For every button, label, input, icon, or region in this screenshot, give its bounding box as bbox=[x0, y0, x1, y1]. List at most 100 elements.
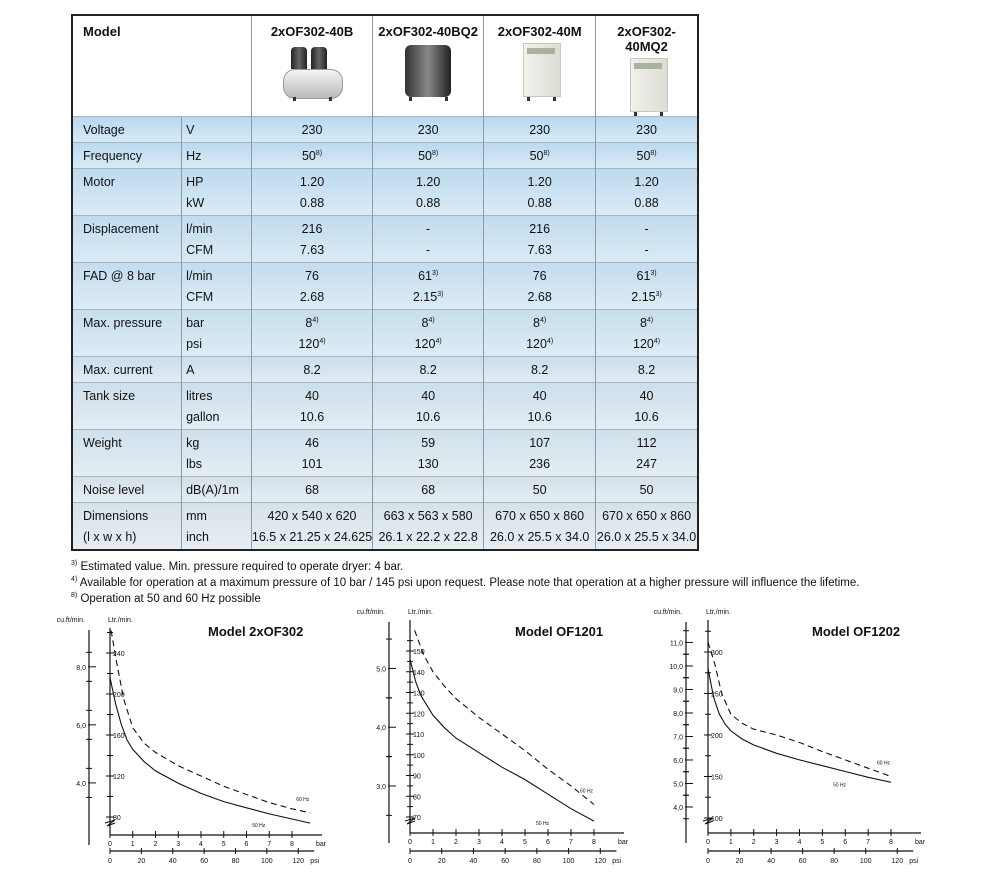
value-cell-text: 84) bbox=[252, 313, 372, 334]
bar-tick-label: 6 bbox=[546, 839, 550, 846]
value-cell-text: 46 bbox=[305, 436, 319, 450]
table-row: Weight kg 46 59 107 112 bbox=[72, 429, 698, 454]
model-name: 2xOF302-40B bbox=[270, 24, 354, 39]
model-column: 2xOF302-40M bbox=[483, 15, 596, 117]
y-axis-label-ltr: Ltr./min. bbox=[108, 617, 133, 624]
psi-tick-label: 40 bbox=[767, 858, 775, 865]
row-unit: litres bbox=[181, 382, 252, 407]
y-axis-label-cuft: cu.ft/min. bbox=[357, 609, 385, 616]
ltr-tick-label: 120 bbox=[413, 711, 425, 718]
value: 8 bbox=[421, 316, 429, 330]
cuft-tick-label: 11,0 bbox=[670, 640, 683, 647]
bar-tick-label: 6 bbox=[843, 839, 847, 846]
value-cell: 7.63 bbox=[250, 240, 373, 263]
series-label: 60 Hz bbox=[580, 789, 594, 795]
value-cell: 1204) bbox=[483, 334, 596, 357]
value-cell-text: 216 bbox=[301, 222, 323, 236]
bar-tick-label: 3 bbox=[176, 841, 180, 848]
axis-break-icon bbox=[104, 819, 116, 827]
table-row: Frequency Hz 508) 508) 508) 508) bbox=[72, 142, 698, 169]
value-cell-text: 0.88 bbox=[299, 196, 325, 210]
psi-tick-label: 100 bbox=[563, 858, 575, 865]
value-cell: 1204) bbox=[250, 334, 373, 357]
value-cell: 0.88 bbox=[595, 193, 698, 216]
value-cell-text: 50 bbox=[532, 483, 547, 497]
row-unit: bar bbox=[181, 309, 252, 334]
series-line-50hz bbox=[707, 668, 892, 783]
value-cell: 230 bbox=[483, 116, 596, 143]
value-cell-text: 40 bbox=[639, 389, 654, 403]
row-label-text: (l x w x h) bbox=[83, 530, 137, 544]
row-label-text: Dimensions bbox=[83, 509, 149, 523]
row-unit: HP bbox=[181, 168, 252, 193]
psi-tick-label: 0 bbox=[108, 858, 112, 865]
ltr-tick-label: 70 bbox=[413, 815, 421, 822]
value: 8 bbox=[639, 316, 647, 330]
bar-tick-label: 1 bbox=[431, 839, 435, 846]
value-cell: 230 bbox=[372, 116, 484, 143]
value-cell-text: 1.20 bbox=[299, 175, 325, 189]
psi-tick-label: 40 bbox=[169, 858, 177, 865]
value-cell: 1.20 bbox=[483, 168, 596, 193]
row-unit-text: psi bbox=[186, 337, 203, 351]
cuft-tick-label: 9,0 bbox=[673, 687, 683, 694]
bar-tick-label: 2 bbox=[454, 839, 458, 846]
cuft-tick-label: 8,0 bbox=[673, 711, 683, 718]
value-cell: 46 bbox=[250, 429, 373, 454]
row-unit-text: CFM bbox=[186, 243, 214, 257]
row-unit: kg bbox=[181, 429, 252, 454]
table-row: CFM 7.63 - 7.63 - bbox=[72, 240, 698, 263]
psi-tick-label: 120 bbox=[891, 858, 903, 865]
row-unit-text: l/min bbox=[186, 222, 213, 236]
value-cell: 26.0 x 25.5 x 34.0 bbox=[483, 527, 596, 550]
value: 8 bbox=[533, 316, 540, 330]
footnote-mark: 3) bbox=[71, 560, 78, 567]
value-cell: 508) bbox=[372, 142, 484, 169]
cuft-tick-label: 4,0 bbox=[673, 805, 683, 812]
footnote-text: Operation at 50 and 60 Hz possible bbox=[80, 593, 261, 605]
y-axis-label-ltr: Ltr./min. bbox=[706, 609, 731, 616]
value-cell: 508) bbox=[250, 142, 373, 169]
table-row: kW 0.88 0.88 0.88 0.88 bbox=[72, 193, 698, 216]
row-unit-text: dB(A)/1m bbox=[186, 483, 239, 497]
cabinet-compressor-image bbox=[505, 43, 575, 101]
value-cell: 1204) bbox=[372, 334, 484, 357]
row-unit-text: inch bbox=[186, 530, 210, 544]
value: 120 bbox=[633, 337, 654, 351]
table-row: Motor HP 1.20 1.20 1.20 1.20 bbox=[72, 168, 698, 193]
value-cell: 216 bbox=[483, 215, 596, 240]
row-label-text: Displacement bbox=[83, 222, 159, 236]
value-cell-text: 26.0 x 25.5 x 34.0 bbox=[489, 530, 590, 544]
value-cell-text: 1.20 bbox=[634, 175, 659, 189]
psi-tick-label: 60 bbox=[501, 858, 509, 865]
value-cell: 76 bbox=[250, 262, 373, 287]
cabinet-compressor-image bbox=[612, 58, 682, 116]
bar-tick-label: 3 bbox=[477, 839, 481, 846]
value-cell: 2.68 bbox=[250, 287, 373, 310]
bar-tick-label: 0 bbox=[706, 839, 710, 846]
footnote-mark: 4) bbox=[71, 576, 78, 583]
row-unit-text: Hz bbox=[186, 149, 202, 163]
ltr-tick-label: 200 bbox=[113, 692, 125, 699]
ltr-tick-label: 150 bbox=[413, 649, 425, 656]
value-cell-text: 508) bbox=[484, 146, 595, 167]
value-cell: 663 x 563 x 580 bbox=[372, 502, 484, 527]
bar-tick-label: 4 bbox=[798, 839, 802, 846]
row-label: Voltage bbox=[72, 116, 182, 143]
value-cell: 8.2 bbox=[483, 356, 596, 383]
value-cell: 8.2 bbox=[595, 356, 698, 383]
row-label: Noise level bbox=[72, 476, 182, 503]
value-cell: 112 bbox=[595, 429, 698, 454]
footnote-ref: 4) bbox=[653, 338, 661, 345]
bar-tick-label: 2 bbox=[154, 841, 158, 848]
row-label-text: Frequency bbox=[83, 149, 143, 163]
ltr-tick-label: 250 bbox=[711, 692, 723, 699]
value-cell-text: 1.20 bbox=[415, 175, 441, 189]
value-cell-text: 670 x 650 x 860 bbox=[602, 509, 692, 523]
psi-tick-label: 120 bbox=[292, 858, 304, 865]
value-cell: 10.6 bbox=[483, 407, 596, 430]
series-line-60hz bbox=[110, 630, 311, 814]
value-cell: 0.88 bbox=[483, 193, 596, 216]
cuft-tick-label: 4,0 bbox=[76, 781, 86, 788]
